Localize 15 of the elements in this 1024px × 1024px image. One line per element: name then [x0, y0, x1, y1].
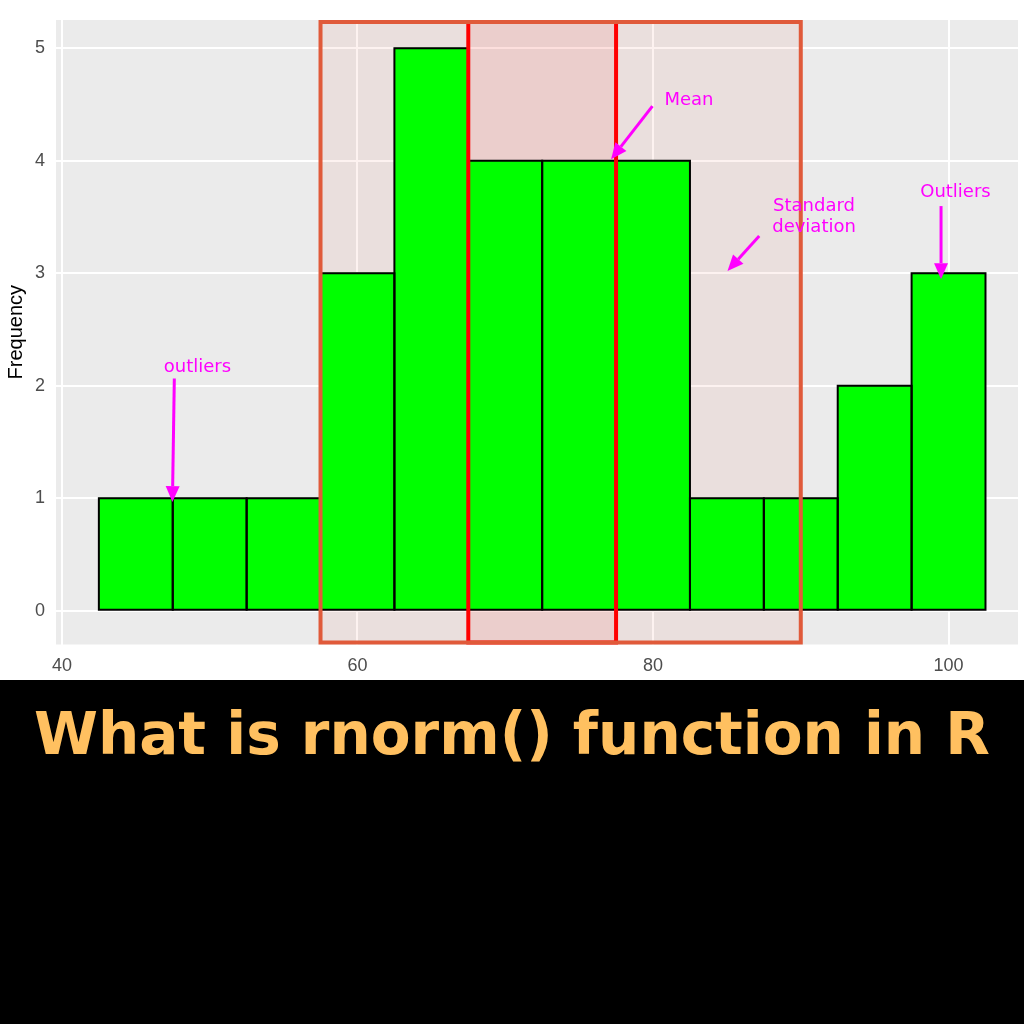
- text: What is rnorm() function in R: [0, 680, 1024, 1024]
- x-tick-label: 80: [642, 655, 664, 676]
- y-tick-label: 3: [35, 262, 46, 283]
- y-tick-label: 0: [35, 599, 46, 620]
- annotation: outliers: [162, 354, 233, 376]
- annotation: Mean: [663, 87, 715, 109]
- annotation: Outliers: [919, 179, 992, 201]
- y-tick-label: 2: [35, 374, 46, 395]
- y-tick-label: 4: [35, 149, 46, 170]
- y-tick-label: 1: [35, 487, 46, 508]
- x-tick-label: 100: [933, 655, 964, 676]
- x-tick-label: 60: [347, 655, 368, 676]
- y-axis-title: Frequency: [3, 284, 26, 380]
- x-tick-label: 40: [51, 655, 72, 676]
- y-tick-label: 5: [35, 37, 46, 58]
